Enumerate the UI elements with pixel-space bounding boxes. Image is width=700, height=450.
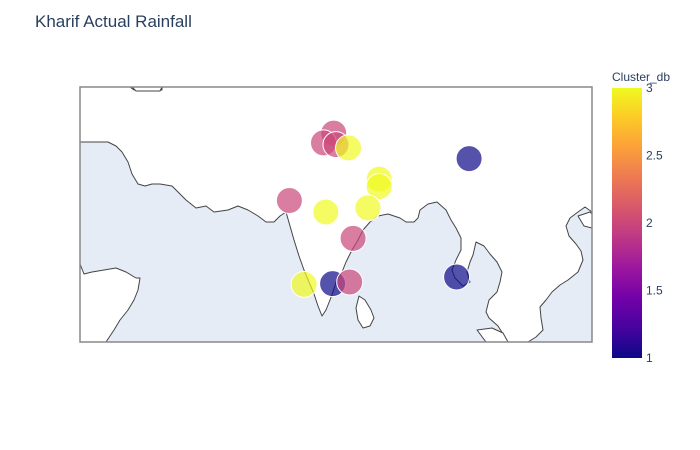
colorbar-tick-label: 1 [646,351,653,365]
colorbar-gradient [612,88,642,358]
marker-point-12[interactable] [290,270,318,298]
land-sri-lanka [355,295,375,329]
colorbar-tick-label: 2.5 [646,149,663,163]
markers-layer[interactable] [275,119,483,298]
marker-point-8[interactable] [275,187,303,214]
marker-point-9[interactable] [312,198,340,226]
colorbar-tick-label: 3 [646,81,653,95]
colorbar: Cluster_db 1 1.5 2 2.5 3 [612,70,670,365]
marker-point-11[interactable] [339,224,367,252]
map-frame [79,86,593,343]
colorbar-ticks: 1 1.5 2 2.5 3 [646,81,663,365]
land-sumatra [476,327,509,342]
colorbar-tick-label: 1.5 [646,284,663,298]
map-area[interactable] [80,87,592,342]
marker-point-10[interactable] [354,194,382,222]
marker-point-5[interactable] [455,145,483,173]
marker-point-14[interactable] [336,268,364,296]
land-caspian-edge [131,87,163,92]
land-hainan [577,211,592,229]
colorbar-tick-label: 2 [646,216,653,230]
land-arabia [80,263,141,342]
marker-point-4[interactable] [335,134,362,162]
chart-title: Kharif Actual Rainfall [35,12,192,31]
colorbar-title: Cluster_db [612,70,670,84]
marker-point-7[interactable] [365,173,393,200]
marker-point-15[interactable] [443,263,471,291]
